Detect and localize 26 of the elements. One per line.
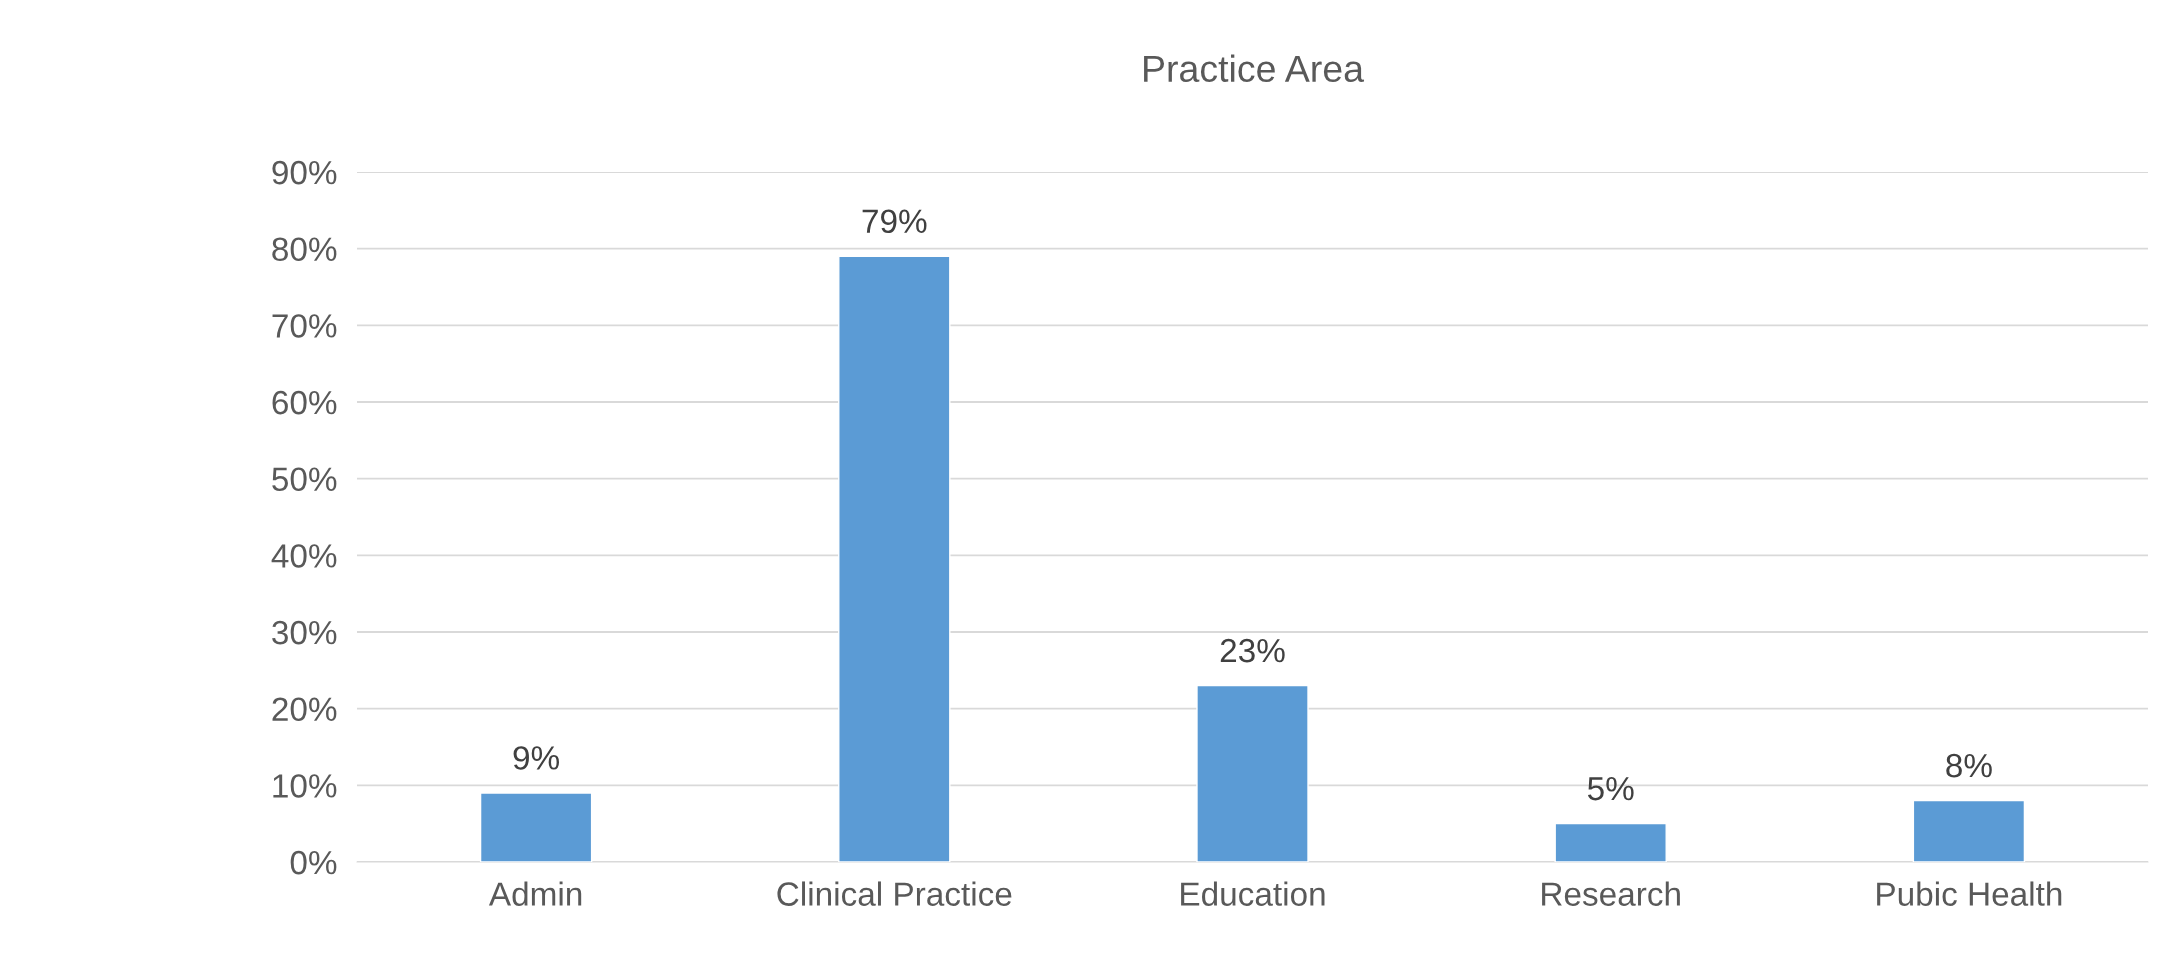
y-tick-label: 20% [272,697,337,722]
bar [1912,799,2026,862]
y-tick-label: 60% [272,390,337,415]
chart-title: Practice Area [1144,54,1365,83]
y-tick-label: 30% [272,620,337,645]
data-label: 9% [513,746,559,770]
y-tick-label: 40% [271,544,337,568]
x-tick-label: Pubic Health [1877,881,2062,906]
y-tick-label: 80% [272,237,337,262]
bar [1196,684,1309,862]
data-label: 79% [862,209,927,234]
x-tick-label: Clinical Practice [777,881,1012,906]
bar [838,255,951,862]
y-tick-label: 90% [272,160,337,185]
bar [479,792,593,862]
y-tick-label: 70% [272,314,337,338]
data-label: 23% [1220,638,1285,663]
data-label: 8% [1946,753,1992,778]
x-tick-label: Research [1542,881,1680,906]
data-label: 5% [1587,776,1634,801]
y-tick-label: 10% [273,774,337,798]
y-tick-label: 0% [290,850,337,875]
bar [1554,822,1667,862]
y-tick-label: 50% [272,467,337,492]
x-tick-label: Education [1181,881,1325,906]
x-tick-label: Admin [488,881,582,906]
